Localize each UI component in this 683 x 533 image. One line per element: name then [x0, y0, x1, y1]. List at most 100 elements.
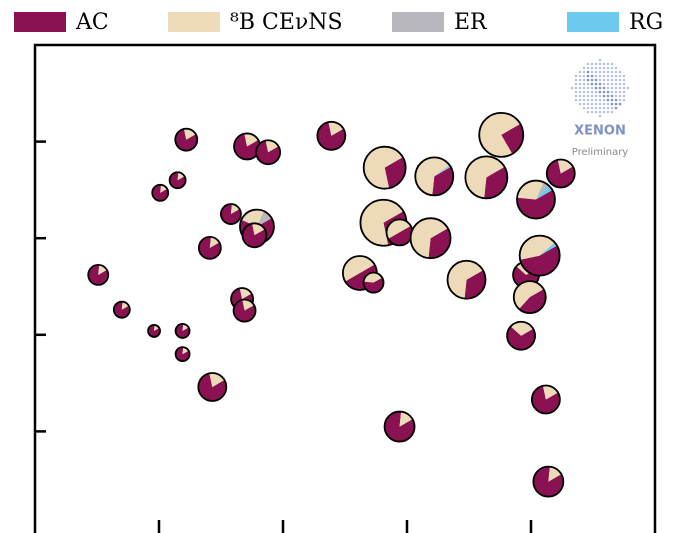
pie-outline	[362, 145, 407, 190]
pie-wedge	[363, 146, 403, 189]
pie-wedge	[434, 164, 451, 177]
pie-wedge	[539, 242, 558, 256]
pie-outline	[506, 320, 536, 351]
pie-wedge	[360, 199, 404, 246]
pie-outline	[197, 372, 228, 402]
pie-marker	[362, 145, 407, 190]
pie-wedge	[175, 323, 190, 338]
pie-wedge	[234, 133, 261, 160]
pie-marker	[518, 234, 561, 277]
pie-marker	[414, 156, 455, 197]
pie-wedge	[342, 255, 375, 282]
pie-wedge	[220, 204, 241, 225]
legend-swatch	[168, 12, 220, 32]
pie-wedge	[247, 139, 259, 147]
pie-wedge	[535, 182, 549, 200]
pie-marker	[516, 179, 556, 220]
legend-swatch	[392, 12, 444, 32]
pie-outline	[151, 183, 170, 202]
pie-wedge	[415, 157, 450, 196]
pie-wedge	[519, 235, 555, 260]
pie-wedge	[233, 299, 256, 322]
pie-marker	[220, 203, 242, 225]
pie-outline	[174, 127, 199, 152]
pie-wedge	[531, 385, 560, 414]
logo-title: XENON	[574, 124, 626, 139]
pie-marker	[241, 222, 268, 249]
pie-marker	[168, 171, 187, 190]
pie-outline	[464, 155, 509, 200]
pie-marker	[446, 259, 487, 300]
pie-wedge	[501, 123, 524, 154]
pie-marker	[255, 139, 282, 166]
pie-marker	[362, 271, 385, 294]
pie-marker	[232, 298, 257, 323]
pie-outline	[147, 324, 161, 338]
pie-marker	[464, 155, 509, 200]
pie-outline	[414, 156, 455, 197]
pie-marker	[174, 346, 191, 363]
pie-wedge	[386, 219, 411, 239]
pie-outline	[255, 139, 282, 166]
pie-wedge	[175, 128, 198, 151]
pie-outline	[383, 410, 416, 443]
pie-wedge	[535, 185, 553, 200]
pie-marker	[174, 127, 199, 152]
pie-outline	[532, 465, 565, 498]
pie-outline	[530, 384, 561, 415]
pie-marker	[530, 384, 561, 415]
pie-marker	[383, 410, 416, 443]
pie-marker	[147, 324, 161, 338]
pie-wedge	[256, 140, 281, 165]
pie-marker	[512, 280, 547, 315]
pie-marker	[478, 111, 525, 158]
pie-outline	[409, 217, 452, 260]
pie-wedge	[152, 184, 169, 201]
pie-wedge	[410, 218, 448, 259]
pie-wedge	[169, 172, 186, 189]
logo	[570, 58, 630, 118]
pie-wedge	[148, 324, 161, 337]
pie-wedge	[546, 159, 575, 188]
pie-wedge	[363, 277, 384, 293]
legend-label: RG	[629, 10, 663, 35]
pie-outline	[168, 171, 187, 190]
pie-wedge	[507, 326, 536, 350]
pie-wedge	[198, 373, 227, 401]
pie-marker	[174, 323, 191, 339]
legend-label: AC	[75, 10, 109, 35]
pie-marker	[233, 132, 261, 161]
pie-marker	[87, 264, 110, 286]
pie-wedge	[479, 112, 521, 157]
pie-marker	[506, 320, 536, 351]
pie-outline	[241, 222, 268, 249]
pie-outline	[232, 298, 257, 323]
pie-outline	[512, 280, 547, 315]
plot-frame	[33, 43, 657, 533]
pie-wedge	[198, 236, 221, 259]
pie-outline	[518, 234, 561, 277]
pie-wedge	[519, 289, 546, 314]
pie-outline	[516, 179, 556, 220]
pie-marker	[197, 372, 228, 402]
pie-outline	[362, 271, 385, 294]
legend-label: ⁸B CEνNS	[230, 10, 343, 35]
pie-marker	[409, 217, 452, 260]
pie-marker	[545, 158, 576, 189]
pie-wedge	[520, 245, 560, 276]
pie-outline	[446, 259, 487, 300]
pie-marker	[316, 120, 347, 151]
pie-outline	[197, 235, 222, 260]
pie-outline	[316, 120, 347, 151]
pie-wedge	[484, 166, 508, 199]
pie-wedge	[388, 225, 413, 246]
pie-outline	[174, 346, 191, 363]
pie-wedge	[465, 156, 505, 199]
pie-wedge	[434, 165, 451, 177]
pie-outline	[112, 300, 131, 319]
pie-marker	[532, 465, 565, 498]
pie-outline	[545, 158, 576, 189]
pie-marker	[197, 235, 222, 260]
pie-outline	[220, 203, 242, 225]
pie-wedge	[533, 466, 564, 497]
